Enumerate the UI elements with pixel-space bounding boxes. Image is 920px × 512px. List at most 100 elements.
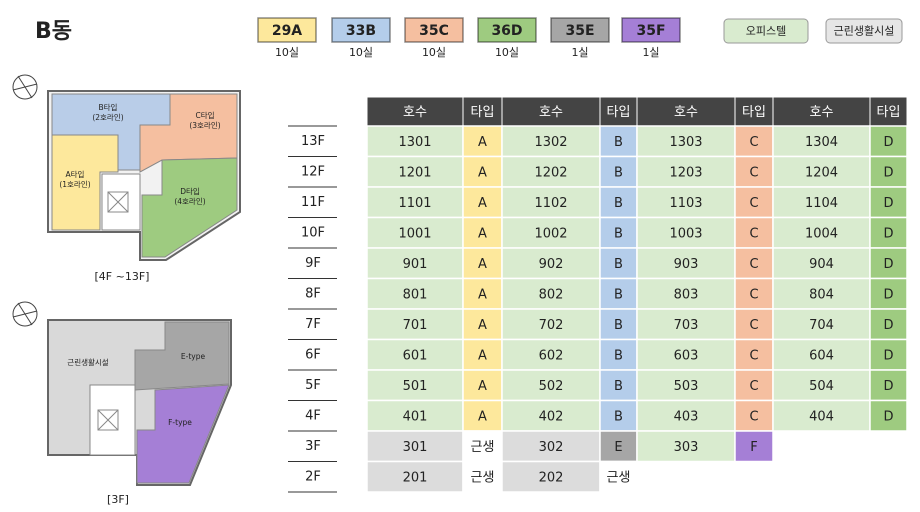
cell-text: 504 (809, 379, 834, 394)
cell-text: 1004 (805, 226, 838, 241)
cell-text: 근생 (471, 440, 495, 455)
cell-text: 801 (403, 287, 428, 302)
cell-text: 1104 (805, 196, 838, 211)
header-cell (599, 96, 638, 127)
cell (869, 338, 908, 371)
cell-text: D (883, 257, 893, 272)
header-label: 호수 (810, 105, 834, 120)
legend-swatch (257, 17, 317, 43)
cell-text: 703 (674, 318, 699, 333)
cell (636, 338, 736, 371)
cell-text: A (478, 379, 487, 394)
cell (599, 247, 638, 280)
cell-text: 704 (809, 318, 834, 333)
legend-code: 36D (491, 23, 522, 39)
cell (772, 216, 871, 249)
title: B동 (35, 19, 72, 44)
cell-text: 1202 (534, 165, 567, 180)
cell-text: 1304 (805, 135, 838, 150)
cell-text: 1301 (398, 135, 431, 150)
cell (772, 399, 871, 432)
header-label: 타입 (607, 105, 631, 120)
cell (869, 216, 908, 249)
legend-count: 10실 (422, 46, 446, 59)
use-label: 근린생활시설 (834, 24, 895, 38)
cell-text: A (478, 287, 487, 302)
floor-label: 2F (305, 469, 321, 484)
floor-label: 6F (305, 347, 321, 362)
cell (772, 369, 871, 402)
plan-caption: [3F] (107, 493, 129, 506)
header-label: 호수 (674, 105, 698, 120)
cell (462, 430, 503, 463)
cell-text: A (478, 348, 487, 363)
cell (366, 247, 464, 280)
cell (599, 460, 638, 493)
header-cell (772, 96, 871, 127)
floor-label: 12F (301, 164, 325, 179)
cell-text: B (614, 226, 623, 241)
cell (366, 186, 464, 219)
cell (869, 155, 908, 188)
cell (501, 369, 601, 402)
cell (462, 216, 503, 249)
cell (869, 308, 908, 341)
cell (772, 308, 871, 341)
cell (366, 460, 464, 493)
cell (734, 155, 774, 188)
header-label: 호수 (539, 105, 563, 120)
cell-text: B (614, 409, 623, 424)
cell-text: 401 (403, 409, 428, 424)
floor-label: 11F (301, 195, 325, 210)
header-label: 타입 (742, 105, 766, 120)
cell-text: C (749, 379, 758, 394)
plan-label: C타입 (195, 111, 214, 120)
floor-label: 8F (305, 286, 321, 301)
cell (366, 125, 464, 158)
plan-label: E-type (181, 352, 206, 361)
cell-text: D (883, 165, 893, 180)
cell-text: 601 (403, 348, 428, 363)
plan-label: F-type (168, 418, 192, 427)
cell-text: 1001 (398, 226, 431, 241)
cell-text: 501 (403, 379, 428, 394)
cell (734, 216, 774, 249)
cell (869, 186, 908, 219)
cell-text: 904 (809, 257, 834, 272)
cell-text: 804 (809, 287, 834, 302)
cell-text: 근생 (471, 470, 495, 485)
legend-swatch (477, 17, 537, 43)
cell (462, 155, 503, 188)
cell-text: D (883, 135, 893, 150)
legend-code: 35C (419, 23, 449, 39)
cell (599, 399, 638, 432)
cell-text: C (749, 348, 758, 363)
cell-text: 1003 (669, 226, 702, 241)
cell-text: 301 (403, 440, 428, 455)
cell-text: C (749, 257, 758, 272)
compass (12, 74, 38, 100)
legend-swatch (331, 17, 391, 43)
cell-text: B (614, 196, 623, 211)
floor-label: 3F (305, 439, 321, 454)
cell-text: 1101 (398, 196, 431, 211)
cell-text: C (749, 196, 758, 211)
cell-text: 502 (539, 379, 564, 394)
plan-label: (1호라인) (59, 179, 90, 189)
cell-text: 604 (809, 348, 834, 363)
plan-label: D타입 (180, 187, 200, 196)
floor-plan (47, 90, 241, 261)
header-cell (501, 96, 601, 127)
cell-text: A (478, 257, 487, 272)
cell-text: A (478, 135, 487, 150)
cell (772, 277, 871, 310)
cell (772, 338, 871, 371)
cell-text: C (749, 287, 758, 302)
cell-text: 902 (539, 257, 564, 272)
cell (636, 216, 736, 249)
cell-text: B (614, 287, 623, 302)
use-legend (723, 18, 809, 44)
cell (636, 399, 736, 432)
